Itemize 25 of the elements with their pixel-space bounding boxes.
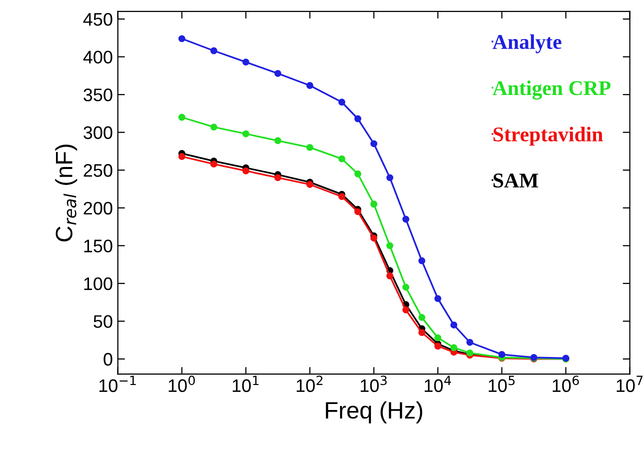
x-tick-label: 10$^{4}$ (424, 376, 451, 392)
y-tick-label: 0 (104, 352, 112, 366)
x-tick-label: 10$^{5}$ (488, 376, 515, 392)
y-tick-label: 200 (84, 202, 112, 215)
legend-label: SAM (494, 174, 538, 188)
x-tick-label: 10$^{0}$ (168, 376, 195, 392)
x-axis-title: Freq (Hz) (326, 401, 422, 424)
y-axis-title: C$_{real}$ (nF) (55, 144, 78, 242)
y-tick-label: 50 (94, 315, 112, 328)
y-tick-label: 100 (84, 277, 112, 290)
x-tick-label: 10$^{7}$ (616, 376, 643, 392)
legend-label: Streptavidin (494, 126, 603, 146)
x-tick-label: 10$^{−1}$ (99, 376, 136, 392)
x-tick-label: 10$^{6}$ (552, 376, 579, 392)
y-tick-label: 300 (84, 126, 112, 140)
y-tick-label: 250 (84, 164, 112, 177)
y-tick-label: 150 (84, 240, 112, 252)
x-tick-label: 10$^{2}$ (296, 376, 322, 392)
y-tick-label: 400 (83, 50, 112, 64)
y-tick-label: 450 (83, 12, 112, 26)
x-tick-label: 10$^{3}$ (360, 376, 387, 392)
legend-label: Antigen CRP (492, 80, 610, 100)
y-tick-label: 350 (84, 88, 112, 102)
x-tick-label: 10$^{1}$ (232, 376, 259, 392)
legend-label: Analyte (492, 34, 562, 54)
